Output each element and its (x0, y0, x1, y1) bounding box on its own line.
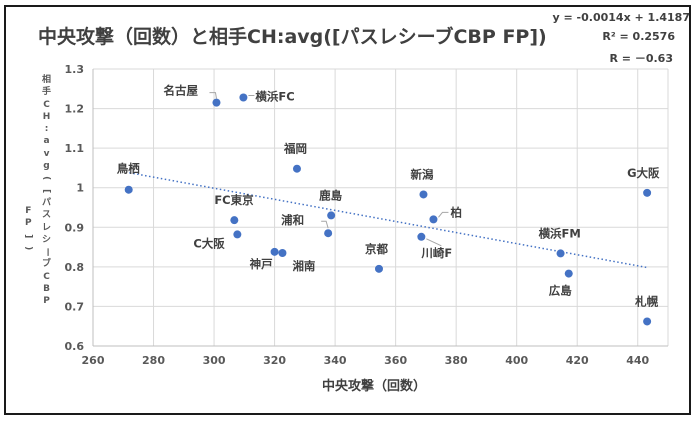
y-tick-label: 0.8 (65, 261, 85, 274)
data-point (327, 211, 336, 220)
data-point (230, 216, 239, 225)
data-point-label: 横浜FM (539, 226, 581, 240)
data-point-label: G大阪 (627, 166, 660, 180)
y-axis-label-char: パ (42, 197, 52, 208)
data-point (643, 317, 652, 326)
x-tick-label: 400 (505, 354, 528, 367)
y-axis-label-char: C (43, 271, 50, 282)
data-point (233, 230, 242, 239)
y-tick-label: 0.6 (65, 340, 85, 353)
x-tick-label: 380 (445, 354, 468, 367)
data-point (324, 229, 333, 238)
y-tick-label: 1.1 (65, 142, 85, 155)
y-tick-label: 1.3 (65, 63, 85, 76)
trendline-r: R = －0.63 (609, 52, 674, 65)
data-point (556, 249, 565, 258)
y-axis-label-char: P (43, 296, 50, 307)
data-point-label: 鹿島 (319, 188, 342, 202)
y-axis-label-char: 手 (42, 87, 52, 98)
data-point (292, 164, 301, 173)
y-axis-label-char: B (43, 284, 50, 295)
data-point-label: 柏 (450, 205, 462, 219)
trendline (129, 171, 647, 269)
x-tick-label: 300 (203, 354, 226, 367)
data-point (212, 98, 221, 107)
y-axis-label-char: a (43, 136, 50, 147)
x-tick-label: 280 (142, 354, 165, 367)
trendline-r2: R² = 0.2576 (602, 30, 675, 43)
y-axis-label-char: g (43, 161, 50, 172)
y-axis-label-char: シ (42, 234, 52, 245)
y-axis-label-char: 相 (42, 75, 52, 85)
data-point-label: 川崎F (420, 246, 452, 260)
y-tick-label: 1.2 (65, 103, 85, 116)
data-point-label: FC東京 (214, 193, 254, 207)
x-tick-label: 340 (324, 354, 347, 367)
y-axis-label-char: v (43, 148, 50, 159)
chart-title: 中央攻撃（回数）と相手CH:avg([パスレシーブCBP FP]) (38, 26, 547, 48)
data-point-label: 横浜FC (255, 89, 294, 103)
data-point-label: 湘南 (292, 259, 315, 273)
y-axis-label-continued: F P]) (23, 205, 33, 254)
y-tick-label: 0.9 (65, 221, 85, 234)
data-point (270, 247, 279, 256)
y-axis-label-char: H (42, 111, 51, 122)
data-point (278, 249, 287, 258)
x-axis-label: 中央攻撃（回数） (322, 379, 427, 394)
y-axis-label-char: : (44, 124, 49, 135)
y-axis-label: 相手 C H: a v g([パスレシーブ C B P (42, 74, 52, 308)
data-point-label: 広島 (549, 284, 572, 298)
data-point-label: C大阪 (193, 236, 225, 250)
trendline-equation: y = -0.0014x + 1.4187 (552, 11, 690, 24)
y-axis-label-char: レ (42, 222, 52, 233)
data-point-label: 新潟 (410, 167, 433, 181)
x-tick-label: 260 (82, 354, 105, 367)
y-tick-label: 1 (76, 182, 84, 195)
y-axis-label-char: ス (42, 210, 52, 221)
y-axis-label-char: P (25, 218, 32, 229)
y-tick-label: 0.7 (65, 300, 85, 313)
data-point-label: 札幌 (634, 294, 658, 308)
x-tick-label: 440 (626, 354, 649, 367)
data-point-label: 名古屋 (163, 84, 198, 98)
label-leader-line (209, 92, 217, 99)
chart-frame (4, 5, 691, 415)
data-point (239, 93, 248, 102)
data-point-label: 福岡 (283, 142, 307, 156)
y-axis-label-char: C (43, 99, 50, 110)
y-axis-label-char: ブ (42, 259, 52, 270)
data-point (564, 269, 573, 278)
data-point-label: 神戸 (250, 257, 273, 271)
x-tick-label: 360 (384, 354, 407, 367)
label-leader-line (321, 220, 329, 229)
data-point (643, 188, 652, 197)
y-axis-label-char: F (25, 206, 32, 216)
data-point-label: 京都 (365, 242, 388, 256)
data-point (374, 264, 383, 273)
data-point (124, 185, 133, 194)
data-point-label: 鳥栖 (117, 162, 140, 176)
label-leader-line (426, 238, 442, 247)
data-point (429, 215, 438, 224)
data-point (417, 232, 426, 241)
x-tick-label: 420 (566, 354, 589, 367)
x-tick-label: 320 (263, 354, 286, 367)
data-point-label: 浦和 (281, 213, 304, 227)
label-leader-line (438, 211, 449, 218)
data-point (419, 190, 428, 199)
